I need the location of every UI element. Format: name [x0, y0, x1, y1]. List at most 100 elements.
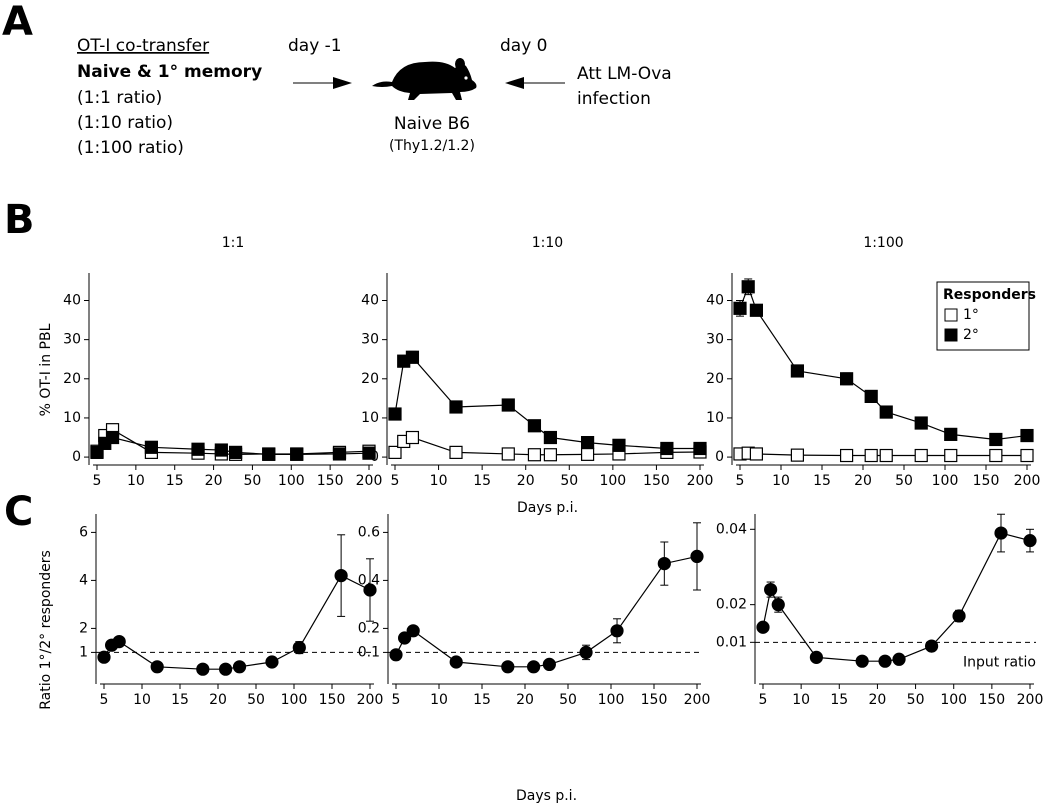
x-tick-label: 5 — [392, 692, 401, 708]
legend-marker — [944, 308, 958, 322]
x-tick-label: 50 — [244, 473, 262, 489]
marker — [879, 448, 893, 463]
day-label: day 0 — [500, 36, 548, 56]
y-tick-label: 0.6 — [358, 524, 380, 540]
y-tick-label: 10 — [361, 410, 379, 426]
marker — [924, 639, 939, 653]
marker — [388, 445, 402, 459]
marker — [771, 598, 785, 612]
panel-label: C — [4, 489, 33, 535]
y-tick-label: 30 — [361, 332, 379, 348]
x-tick-label: 20 — [516, 692, 534, 708]
marker — [144, 440, 158, 454]
series-line — [103, 574, 371, 670]
legend-label: 1° — [963, 307, 979, 323]
marker — [362, 446, 376, 460]
legend-marker — [944, 328, 958, 342]
ratio: (1:1 ratio) — [77, 88, 162, 108]
marker — [526, 660, 541, 674]
marker — [989, 448, 1003, 463]
marker — [690, 549, 704, 564]
x-tick-label: 200 — [1014, 473, 1041, 489]
x-tick-label: 50 — [907, 692, 925, 708]
x-tick-label: 100 — [281, 692, 308, 708]
x-tick-label: 20 — [517, 473, 535, 489]
marker — [790, 448, 805, 462]
marker — [501, 660, 515, 674]
y-tick-label: 10 — [706, 410, 724, 426]
y-tick-label: 10 — [63, 410, 81, 426]
marker — [749, 447, 764, 461]
marker — [527, 419, 542, 433]
y-axis-label: % OT-I in PBL — [38, 323, 54, 416]
panel-label: B — [4, 197, 35, 243]
marker — [388, 407, 402, 421]
legend-title: Responders — [943, 287, 1036, 303]
marker — [543, 448, 558, 462]
marker — [878, 654, 892, 668]
y-tick-label: 0 — [72, 449, 81, 465]
arrow — [293, 77, 352, 89]
marker — [214, 443, 228, 457]
marker — [332, 447, 347, 461]
x-tick-label: 10 — [430, 692, 448, 708]
x-tick-label: 150 — [317, 473, 344, 489]
x-tick-label: 15 — [830, 692, 848, 708]
marker — [389, 648, 403, 662]
marker — [879, 405, 893, 419]
marker — [839, 372, 854, 386]
x-tick-label: 200 — [1017, 692, 1044, 708]
marker — [232, 660, 247, 674]
x-tick-label: 15 — [813, 473, 831, 489]
y-tick-label: 0.02 — [716, 597, 747, 613]
marker — [150, 660, 164, 674]
marker — [501, 447, 515, 461]
x-tick-label: 50 — [895, 473, 913, 489]
marker — [914, 448, 928, 463]
x-tick-label: 100 — [599, 473, 626, 489]
x-tick-label: 5 — [391, 473, 400, 489]
y-tick-label: 0.01 — [716, 634, 747, 650]
x-tick-label: 10 — [133, 692, 151, 708]
x-tick-label: 200 — [356, 473, 383, 489]
legend-label: 2° — [963, 327, 979, 343]
x-tick-label: 200 — [687, 473, 714, 489]
marker — [398, 631, 412, 645]
marker — [543, 430, 558, 445]
series-line — [395, 555, 698, 668]
marker — [228, 445, 243, 459]
x-axis-label: Days p.i. — [517, 500, 578, 516]
x-tick-label: 10 — [792, 692, 810, 708]
infection: Att LM-Ova — [577, 64, 672, 84]
x-tick-label: 5 — [93, 473, 102, 489]
marker — [449, 655, 463, 669]
marker — [839, 448, 854, 463]
marker — [610, 624, 624, 638]
marker — [196, 662, 210, 676]
y-tick-label: 0.2 — [358, 620, 380, 636]
host: Naive B6 — [394, 114, 470, 134]
y-tick-label: 4 — [79, 572, 88, 588]
x-tick-label: 100 — [940, 692, 967, 708]
x-tick-label: 50 — [560, 473, 578, 489]
mouse-icon — [372, 58, 477, 100]
marker — [864, 448, 878, 463]
y-tick-label: 40 — [63, 292, 81, 308]
x-tick-label: 100 — [278, 473, 305, 489]
day-label: day -1 — [288, 36, 342, 56]
ratio: (1:10 ratio) — [77, 113, 173, 133]
x-tick-label: 15 — [473, 692, 491, 708]
marker — [855, 654, 869, 668]
x-tick-label: 20 — [205, 473, 223, 489]
x-tick-label: 15 — [171, 692, 189, 708]
marker — [292, 640, 306, 655]
x-tick-label: 20 — [854, 473, 872, 489]
chart-title: 1:10 — [532, 235, 563, 251]
marker — [405, 430, 420, 445]
x-tick-label: 50 — [559, 692, 577, 708]
marker — [809, 650, 824, 664]
y-tick-label: 0.1 — [358, 644, 380, 660]
y-tick-label: 20 — [361, 371, 379, 387]
x-tick-label: 100 — [598, 692, 625, 708]
